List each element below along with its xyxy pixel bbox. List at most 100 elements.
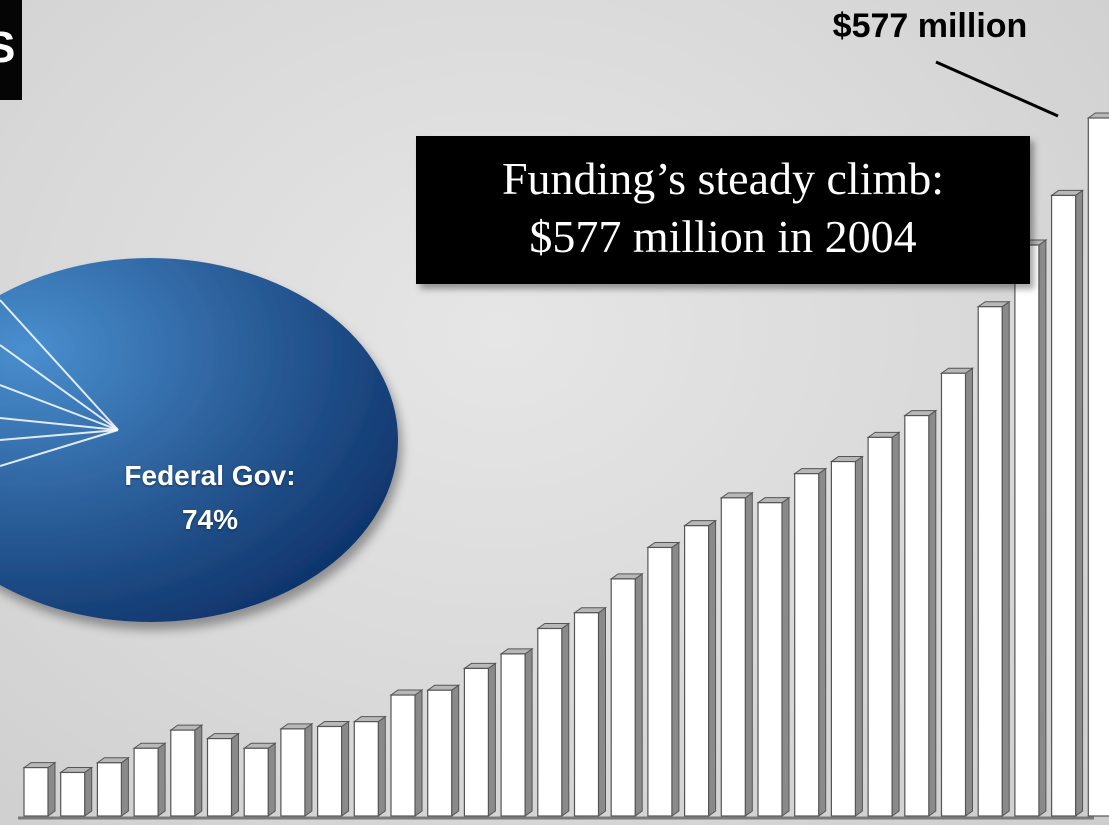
bar-side <box>120 756 129 817</box>
bar <box>683 519 718 817</box>
bar-face <box>317 725 343 817</box>
bar-side <box>598 606 606 817</box>
bar <box>279 722 314 817</box>
bar-face <box>830 460 857 817</box>
bar-face <box>60 771 86 817</box>
bar-face <box>610 578 636 817</box>
bar-face <box>904 414 930 817</box>
bar-series <box>22 112 1109 817</box>
pie-label: Federal Gov: 74% <box>80 454 340 542</box>
bar-face <box>794 473 820 817</box>
bar-side <box>1038 239 1047 817</box>
peak-value-callout: $577 million <box>832 7 1028 45</box>
bar-face <box>977 306 1003 817</box>
bar <box>242 742 277 817</box>
bar-side <box>487 662 496 817</box>
bar-face <box>683 525 710 817</box>
bar-face <box>757 502 783 817</box>
bar <box>132 742 167 817</box>
bar-face <box>170 729 196 817</box>
bar-side <box>744 491 753 817</box>
bar-face <box>867 436 893 817</box>
bar-side <box>854 455 863 817</box>
bar-face <box>427 689 453 817</box>
bar <box>976 300 1011 817</box>
bar <box>1050 189 1085 817</box>
bar <box>499 647 534 817</box>
bar-face <box>1014 244 1040 817</box>
bar <box>609 572 644 817</box>
chart-title-line2: $577 million in 2004 <box>529 211 917 262</box>
bar-face <box>390 694 416 817</box>
chart-title-box: Funding’s steady climb: $577 million in … <box>416 136 1030 284</box>
bar <box>1013 239 1048 817</box>
bar-face <box>353 721 379 817</box>
bar-side <box>84 766 93 817</box>
bar-face <box>1087 117 1109 817</box>
pie-label-name: Federal Gov: <box>124 460 296 491</box>
bar-side <box>634 572 643 817</box>
bar <box>1086 112 1109 817</box>
bar-side <box>781 496 790 817</box>
bar <box>646 541 681 817</box>
bar-side <box>47 761 56 817</box>
bar-side <box>708 519 717 817</box>
bar-side <box>377 715 386 817</box>
bar-side <box>524 647 533 817</box>
bar-face <box>243 747 269 817</box>
bar-face <box>463 667 489 817</box>
bar <box>903 409 938 817</box>
bar-face <box>940 372 967 817</box>
bar-face <box>720 497 746 817</box>
bar <box>169 724 204 817</box>
corner-tab-glyph: S <box>0 23 16 72</box>
bar-face <box>23 767 49 817</box>
bar-side <box>671 541 680 817</box>
bar <box>59 766 94 817</box>
bar <box>95 756 130 817</box>
bar-face <box>133 747 159 817</box>
bar-side <box>1001 300 1010 817</box>
chart-title-line1: Funding’s steady climb: <box>501 153 945 204</box>
bar-face <box>537 627 563 817</box>
bar-side <box>304 722 313 817</box>
bar-side <box>965 367 973 817</box>
bar-side <box>928 409 937 817</box>
bar-side <box>267 742 276 817</box>
bar <box>352 715 387 817</box>
bar-side <box>451 684 460 817</box>
bar-face <box>573 612 600 817</box>
corner-title-tab: S <box>0 0 22 100</box>
bar <box>572 606 608 817</box>
bar <box>793 467 828 817</box>
bar <box>719 491 754 817</box>
bar <box>866 431 901 817</box>
bar-side <box>414 689 423 817</box>
bar-side <box>341 720 350 817</box>
bar <box>389 689 424 817</box>
bar <box>829 455 864 817</box>
bar-face <box>96 762 123 817</box>
bar <box>536 622 571 817</box>
bar-side <box>561 622 570 817</box>
bar <box>316 720 351 817</box>
bar-side <box>194 724 203 817</box>
bar <box>426 684 461 817</box>
bar-face <box>1050 194 1077 817</box>
bar <box>22 761 57 817</box>
bar-top <box>1086 112 1109 119</box>
bar-side <box>891 431 900 817</box>
bar-face <box>500 653 526 817</box>
bar-face <box>647 546 673 817</box>
bar-side <box>818 467 827 817</box>
callout-leader-line <box>935 60 1059 118</box>
bar-side <box>157 742 166 817</box>
pie-label-share: 74% <box>181 504 239 535</box>
bar <box>939 367 975 817</box>
bar-face <box>206 737 233 817</box>
bar <box>205 732 241 817</box>
bar <box>462 662 497 817</box>
bar-side <box>1075 189 1084 817</box>
